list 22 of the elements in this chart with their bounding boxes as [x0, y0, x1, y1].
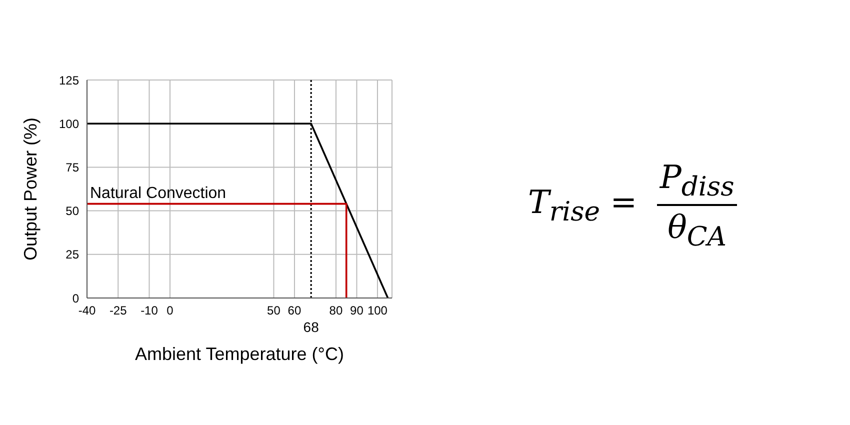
- y-tick-label: 125: [58, 73, 80, 88]
- x-tick-label: -40: [78, 304, 96, 318]
- y-axis-title: Output Power (%): [20, 117, 40, 261]
- y-tick-label: 100: [58, 116, 80, 131]
- x-tick-label: 50: [267, 304, 281, 318]
- x-tick-label: 100: [367, 304, 388, 318]
- x-tick-label: -10: [140, 304, 158, 318]
- annotation: Natural Convection: [90, 184, 226, 202]
- x-tick-label: -25: [109, 304, 128, 318]
- x-tick-label: 90: [350, 304, 364, 318]
- y-tick-label: 0: [72, 291, 80, 306]
- ref-line-label: 68: [303, 318, 320, 335]
- y-tick-label: 75: [66, 160, 80, 174]
- y-tick-label: 50: [66, 204, 80, 218]
- text: T$_{rise}$ =: [528, 183, 638, 228]
- y-tick-label: 25: [66, 248, 80, 262]
- x-tick-label: 60: [288, 304, 302, 318]
- text: P$_{diss}$: [660, 158, 734, 202]
- x-tick-label: 0: [166, 304, 174, 318]
- x-axis-title: Ambient Temperature (°C): [135, 344, 344, 364]
- text: θ$_{CA}$: [668, 208, 727, 253]
- x-tick-label: 80: [329, 304, 343, 318]
